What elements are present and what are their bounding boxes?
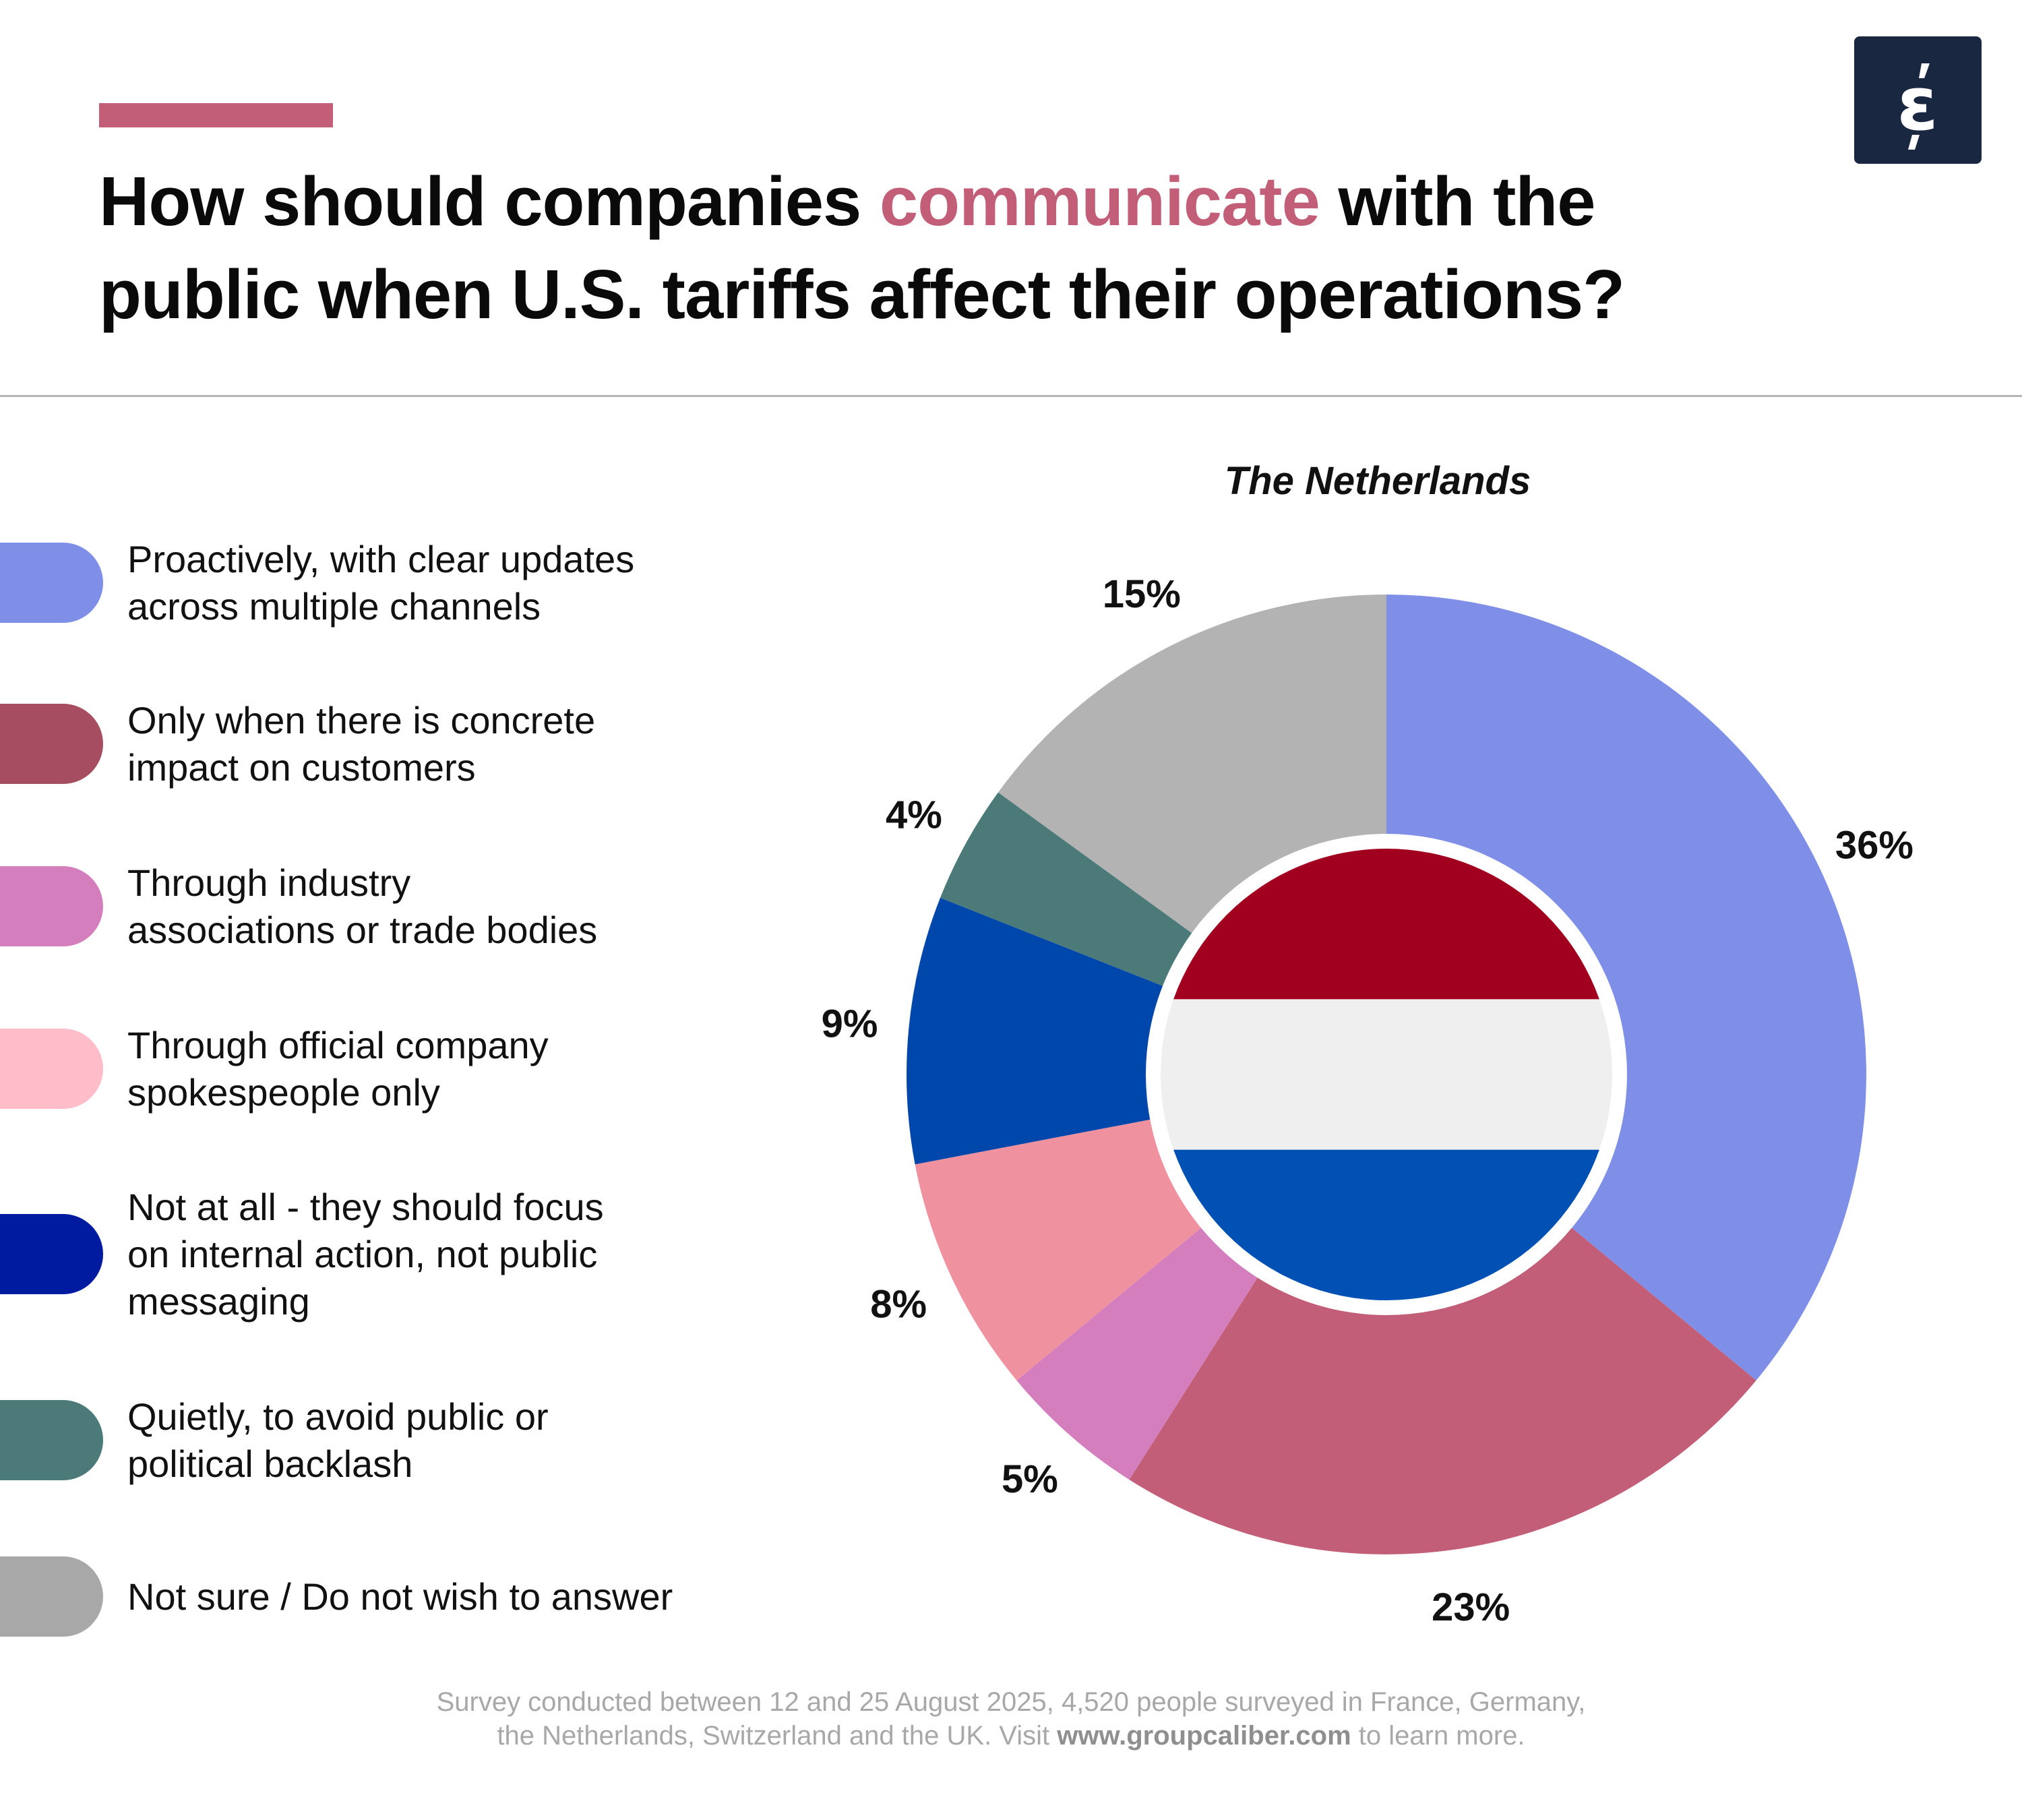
legend-label: Through official company spokespeople on… [127,1023,549,1114]
legend-swatch [0,1556,103,1637]
footer-text-end: to learn more. [1351,1721,1525,1751]
legend-item: Quietly, to avoid public or political ba… [0,1395,801,1485]
title-text: How should companies [99,162,880,240]
data-label: 8% [870,1283,927,1327]
footer-line-2: the Netherlands, Switzerland and the UK.… [0,1719,2022,1753]
footer-text: the Netherlands, Switzerland and the UK.… [497,1721,1058,1751]
legend-label: Only when there is concrete impact on cu… [127,698,596,789]
page-title: How should companies communicate with th… [99,155,1784,341]
title-highlight: communicate [879,162,1320,240]
website-link[interactable]: www.groupcaliber.com [1057,1721,1351,1751]
legend-item: Only when there is concrete impact on cu… [0,699,801,789]
footer-note: Survey conducted between 12 and 25 Augus… [0,1685,2022,1753]
legend-label: Proactively, with clear updates across m… [127,537,635,628]
brand-logo: ε [1854,36,1982,164]
legend-swatch [0,704,103,784]
divider [0,395,2022,397]
legend-item: Not at all - they should focus on intern… [0,1186,801,1323]
pie-slice [1386,595,1866,1381]
data-label: 5% [1002,1457,1058,1501]
data-label: 15% [1103,572,1181,616]
legend-label: Quietly, to avoid public or political ba… [127,1395,549,1485]
legend-label: Through industry associations or trade b… [127,861,598,951]
accent-bar [99,103,333,127]
data-label: 4% [886,793,942,837]
pie-slice [907,897,1386,1165]
legend-swatch [0,1214,103,1294]
legend-item: Not sure / Do not wish to answer [0,1556,801,1637]
chart-title: The Netherlands [1224,459,1531,503]
netherlands-flag-icon [1161,849,1612,1300]
legend-label: Not at all - they should focus on intern… [127,1185,604,1323]
data-label: 36% [1835,823,1913,867]
data-label: 9% [822,1002,878,1046]
data-label: 23% [1432,1585,1510,1629]
pie-slice [1129,1074,1756,1554]
legend-label: Not sure / Do not wish to answer [127,1575,673,1618]
legend-swatch [0,866,103,946]
legend-item: Through official company spokespeople on… [0,1024,801,1114]
legend-item: Through industry associations or trade b… [0,861,801,951]
legend-swatch [0,543,103,623]
legend-swatch [0,1029,103,1109]
title-text-end: with the public when U.S. tariffs affect… [99,162,1625,333]
legend-item: Proactively, with clear updates across m… [0,538,801,628]
epsilon-logo-icon: ε [1897,61,1938,150]
footer-line-1: Survey conducted between 12 and 25 Augus… [436,1687,1586,1717]
legend-swatch [0,1400,103,1480]
svg-text:ε: ε [1897,61,1938,147]
flag-stripe [1161,999,1612,1151]
